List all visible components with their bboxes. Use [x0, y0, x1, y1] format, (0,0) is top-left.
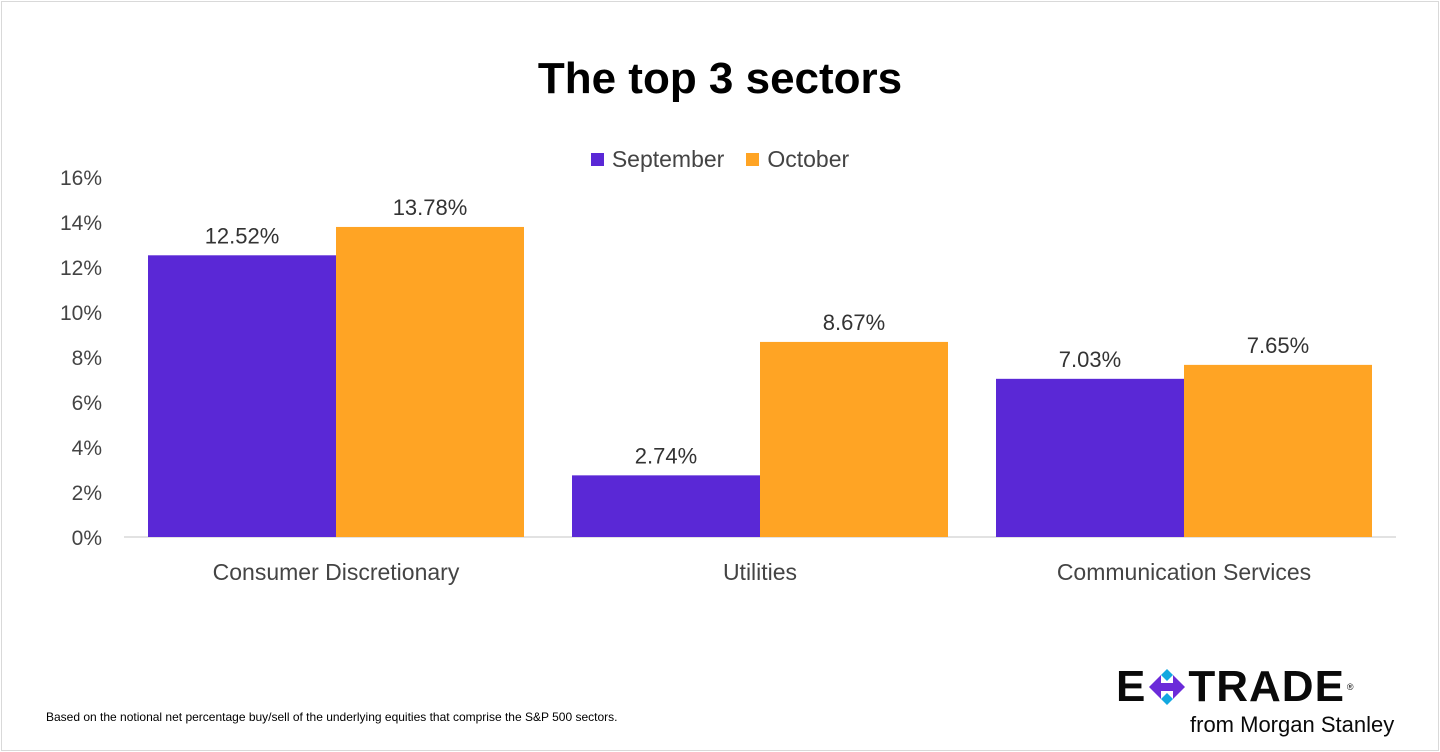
y-tick-label: 14%	[60, 212, 102, 235]
bar-september-1	[572, 475, 760, 537]
logo-wordmark: E TRADE ®	[1116, 662, 1355, 712]
bar-chart: 0% 2% 4% 6% 8% 10% 12% 14% 16% 12.52% 13.78% Consum…	[60, 167, 1396, 585]
legend-swatch-october	[746, 153, 760, 166]
legend-item-october: October	[746, 146, 849, 173]
bar-september-0	[148, 255, 336, 538]
data-label: 2.74%	[635, 443, 697, 468]
x-category-label: Utilities	[723, 559, 797, 585]
legend-label-october: October	[767, 146, 850, 172]
etrade-logo: E TRADE ® from Morgan Stanley	[1114, 662, 1404, 742]
registered-mark-icon: ®	[1346, 682, 1355, 692]
data-label: 7.03%	[1059, 347, 1121, 372]
chart-legend: September October	[2, 146, 1438, 173]
logo-trade: TRADE	[1188, 662, 1345, 711]
y-tick-label: 6%	[72, 392, 102, 415]
etrade-x-icon	[1149, 669, 1186, 705]
data-label: 7.65%	[1247, 333, 1309, 358]
y-tick-label: 2%	[72, 482, 102, 505]
bar-october-0	[336, 226, 524, 537]
y-tick-label: 0%	[72, 527, 102, 550]
data-label: 8.67%	[823, 310, 885, 335]
x-category-label: Communication Services	[1057, 559, 1311, 585]
footnote: Based on the notional net percentage buy…	[46, 710, 618, 724]
y-tick-label: 8%	[72, 347, 102, 370]
data-label: 12.52%	[205, 223, 280, 248]
legend-item-september: September	[590, 146, 725, 173]
logo-letter-e: E	[1116, 662, 1147, 711]
bar-september-2	[996, 378, 1184, 537]
chart-title: The top 3 sectors	[537, 54, 903, 103]
bar-october-1	[760, 341, 948, 537]
bar-october-2	[1184, 364, 1372, 537]
y-tick-label: 12%	[60, 257, 102, 280]
logo-tagline: from Morgan Stanley	[1190, 712, 1395, 737]
x-category-label: Consumer Discretionary	[213, 559, 460, 585]
y-tick-label: 4%	[72, 437, 102, 460]
y-tick-label: 10%	[60, 302, 102, 325]
legend-label-september: September	[611, 146, 725, 172]
y-tick-label: 16%	[60, 167, 102, 190]
data-label: 13.78%	[393, 195, 468, 220]
legend-swatch-september	[590, 153, 604, 166]
